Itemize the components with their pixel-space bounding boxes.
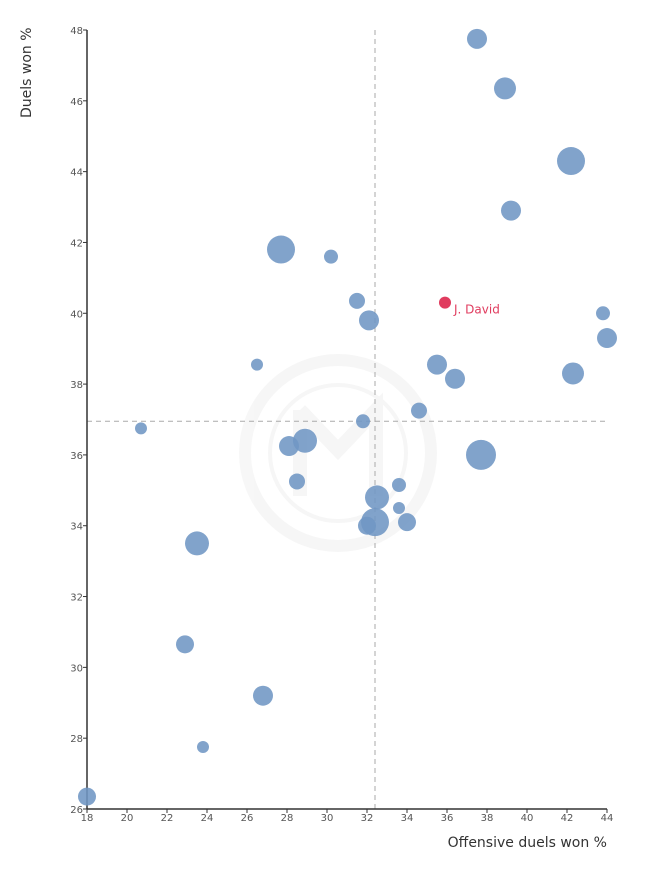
data-point [467, 28, 487, 49]
x-axis-ticks: 18 20 22 24 26 28 30 32 34 36 38 40 42 44 [81, 809, 614, 824]
data-point [427, 354, 447, 375]
data-point [557, 147, 585, 176]
data-point [78, 787, 96, 806]
x-tick-label: 28 [281, 813, 294, 824]
x-tick-label: 44 [601, 813, 614, 824]
data-point [359, 310, 379, 331]
data-point [411, 402, 427, 419]
data-point [398, 513, 416, 532]
highlight-point [439, 296, 451, 309]
x-axis-title: Offensive duels won % [448, 835, 607, 851]
data-point [445, 368, 465, 389]
axes [86, 30, 607, 810]
x-tick-label: 34 [401, 813, 414, 824]
data-point [293, 428, 317, 453]
data-point [596, 306, 610, 321]
data-point [253, 685, 273, 706]
data-point [494, 77, 516, 100]
data-point [392, 478, 406, 493]
data-point [185, 531, 209, 556]
y-tick-label: 32 [70, 593, 83, 604]
highlight-group: J. David [439, 296, 500, 317]
y-tick-label: 38 [70, 380, 83, 391]
data-point [365, 485, 389, 510]
reference-lines [87, 30, 607, 809]
x-tick-label: 42 [561, 813, 574, 824]
data-point [176, 635, 194, 654]
y-tick-label: 44 [70, 168, 83, 179]
y-tick-label: 28 [70, 734, 83, 745]
watermark-logo [239, 354, 437, 552]
x-tick-label: 22 [161, 813, 174, 824]
data-point [267, 235, 295, 264]
x-tick-label: 30 [321, 813, 334, 824]
x-tick-label: 24 [201, 813, 214, 824]
x-tick-label: 26 [241, 813, 254, 824]
data-point [324, 249, 338, 264]
data-point [501, 200, 521, 221]
x-tick-label: 38 [481, 813, 494, 824]
data-point [349, 292, 365, 309]
x-tick-label: 40 [521, 813, 534, 824]
data-point [356, 414, 370, 429]
x-tick-label: 36 [441, 813, 454, 824]
data-point [135, 422, 147, 435]
data-point [251, 358, 263, 371]
y-tick-label: 36 [70, 451, 83, 462]
y-tick-label: 40 [70, 309, 83, 320]
y-tick-label: 42 [70, 238, 83, 249]
data-point [562, 362, 584, 385]
x-tick-label: 18 [81, 813, 94, 824]
data-point [358, 516, 376, 535]
data-point [466, 439, 496, 470]
data-point [197, 741, 209, 754]
data-points [78, 28, 617, 806]
data-point [597, 328, 617, 349]
y-tick-label: 34 [70, 522, 83, 533]
x-tick-label: 32 [361, 813, 374, 824]
data-point [289, 473, 305, 490]
data-point [393, 502, 405, 515]
y-tick-label: 48 [70, 26, 83, 37]
y-tick-label: 26 [70, 805, 83, 816]
y-tick-label: 46 [70, 97, 83, 108]
y-tick-label: 30 [70, 663, 83, 674]
x-tick-label: 20 [121, 813, 134, 824]
y-axis-title: Duels won % [19, 27, 35, 118]
highlight-label: J. David [453, 303, 500, 317]
y-axis-ticks: 26 28 30 32 34 36 38 40 42 44 46 48 [70, 26, 87, 816]
